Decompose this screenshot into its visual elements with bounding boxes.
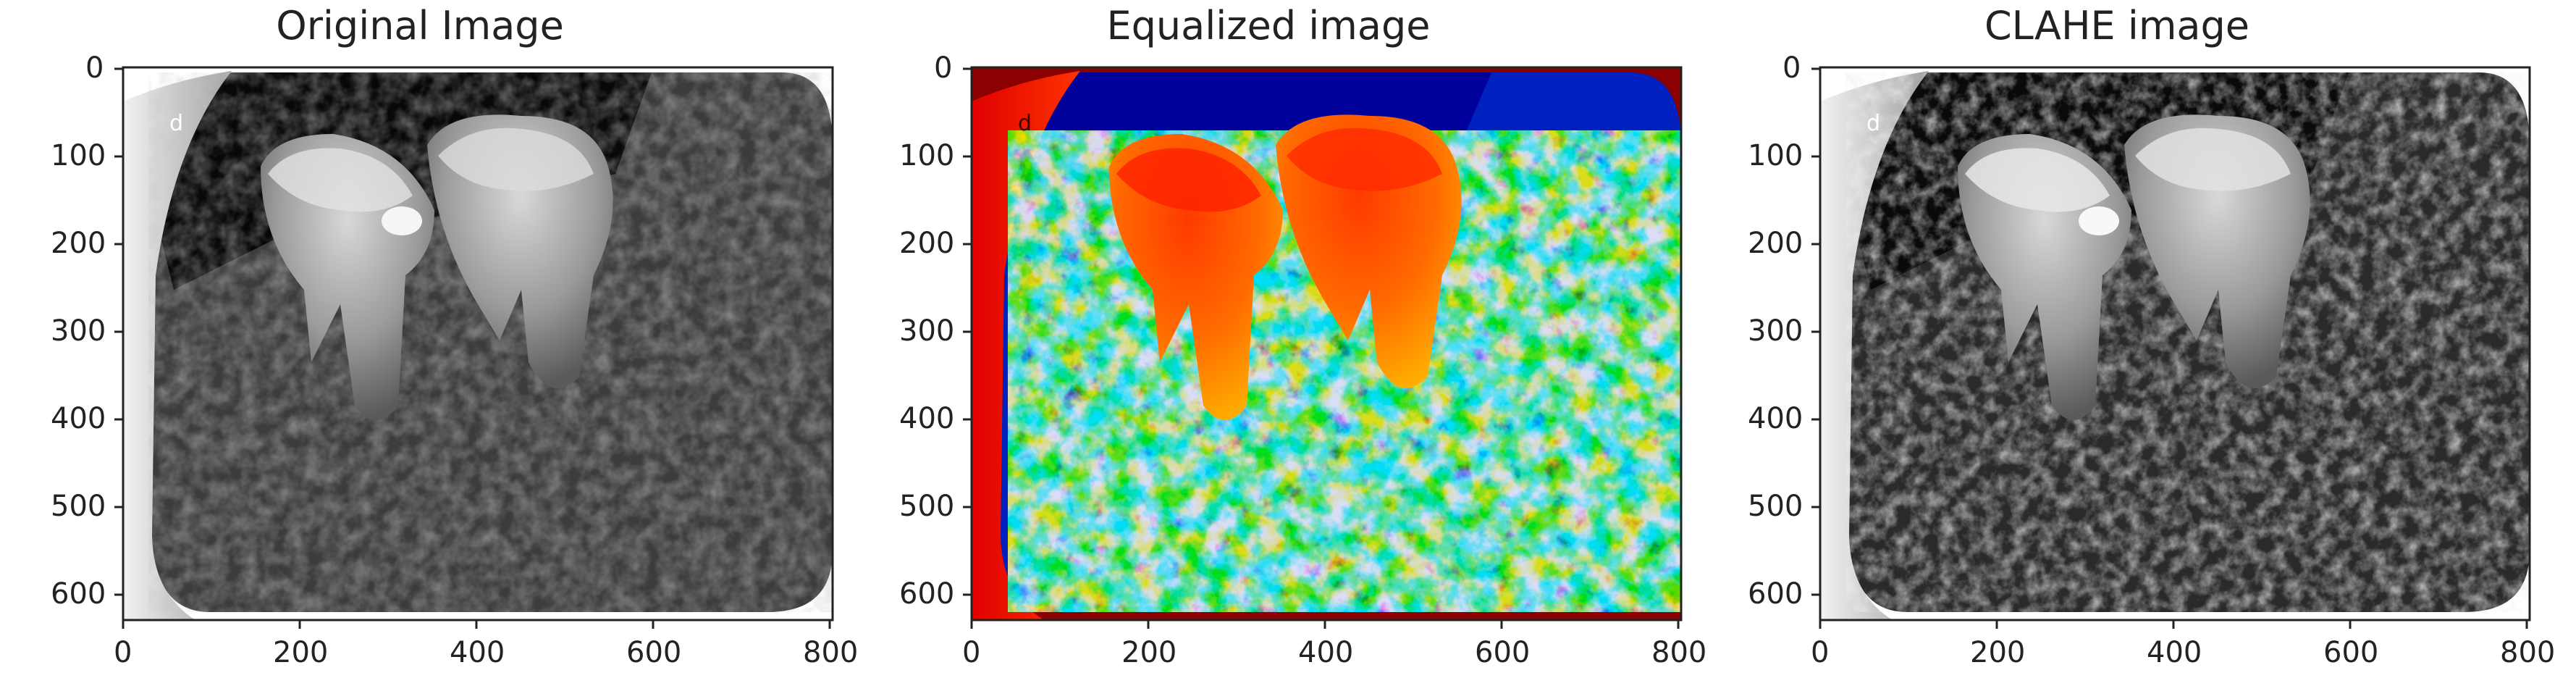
xtick-label: 0 [114,636,132,669]
ytick-label: 400 [51,402,106,435]
xtick-label: 0 [1811,636,1830,669]
ytick-label: 600 [51,577,106,611]
ytick-label: 0 [934,51,953,85]
xtick-label: 800 [803,636,859,669]
xtick-label: 600 [2323,636,2379,669]
ytick-label: 300 [51,314,106,348]
axes-frame-clahe [1819,66,2531,621]
ytick-label: 100 [1748,139,1803,172]
ytick-label: 0 [1782,51,1801,85]
svg-text:d: d [169,111,183,136]
axes-frame-original [122,66,834,621]
axes-frame-equalized [970,66,1683,621]
ytick-label: 300 [899,314,955,348]
svg-text:d: d [1866,111,1880,136]
ytick-label: 200 [899,227,955,260]
ytick-label: 600 [1748,577,1803,611]
ytick-label: 400 [899,402,955,435]
xtick-label: 800 [2500,636,2556,669]
ytick-label: 500 [899,490,955,523]
ytick-label: 100 [51,139,106,172]
equalized-image: d [972,67,1681,620]
tick-marks [114,67,2528,629]
xtick-label: 200 [1121,636,1177,669]
xtick-label: 400 [450,636,505,669]
svg-text:d: d [1018,111,1032,136]
panel-title-original: Original Image [276,3,564,49]
clahe-image: d [1820,67,2530,620]
ytick-label: 300 [1748,314,1803,348]
xtick-label: 400 [2147,636,2202,669]
xtick-label: 200 [1970,636,2026,669]
ytick-label: 400 [1748,402,1803,435]
xtick-label: 800 [1651,636,1707,669]
xtick-label: 600 [1475,636,1531,669]
ytick-label: 500 [51,490,106,523]
ytick-label: 0 [85,51,104,85]
xtick-label: 400 [1298,636,1354,669]
ytick-label: 100 [899,139,955,172]
ytick-label: 500 [1748,490,1803,523]
ytick-label: 200 [1748,227,1803,260]
ytick-label: 600 [899,577,955,611]
xtick-label: 200 [273,636,329,669]
panel-title-clahe: CLAHE image [1984,3,2250,49]
xtick-label: 600 [626,636,682,669]
panel-title-equalized: Equalized image [1106,3,1431,49]
xtick-label: 0 [962,636,981,669]
ytick-label: 200 [51,227,106,260]
original-image: d [123,67,833,620]
